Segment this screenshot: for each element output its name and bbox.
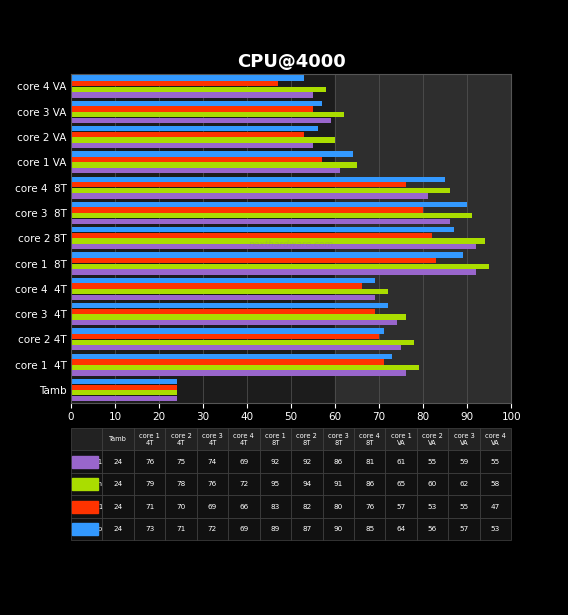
Bar: [72, 456, 98, 468]
Bar: [71, 162, 357, 168]
Bar: [71, 334, 379, 339]
Bar: [71, 320, 396, 325]
Bar: [71, 168, 340, 173]
Bar: [71, 117, 331, 123]
Bar: [71, 284, 361, 288]
Bar: [71, 339, 415, 345]
Bar: [71, 182, 406, 188]
Bar: [71, 219, 450, 224]
Bar: [71, 370, 406, 376]
Bar: [71, 137, 335, 143]
Bar: [335, 74, 511, 403]
Bar: [71, 207, 423, 213]
Bar: [71, 244, 476, 249]
Bar: [71, 213, 471, 218]
Bar: [71, 177, 445, 182]
Bar: [72, 478, 98, 490]
Bar: [71, 303, 388, 308]
Text: nexthardware.com: nexthardware.com: [249, 240, 333, 249]
Bar: [71, 252, 463, 258]
Bar: [71, 132, 304, 137]
Bar: [71, 258, 436, 263]
Bar: [71, 264, 489, 269]
Bar: [71, 278, 375, 283]
Bar: [71, 157, 322, 162]
Bar: [71, 269, 476, 275]
Bar: [71, 309, 375, 314]
Bar: [71, 202, 467, 207]
Bar: [71, 74, 335, 403]
Bar: [71, 328, 383, 333]
Bar: [71, 354, 392, 359]
Bar: [71, 295, 375, 300]
Bar: [71, 92, 313, 98]
Bar: [71, 151, 353, 157]
Bar: [71, 81, 278, 86]
Bar: [71, 239, 485, 244]
Bar: [71, 314, 406, 320]
Bar: [71, 112, 344, 117]
Bar: [71, 193, 428, 199]
Bar: [71, 76, 304, 81]
Bar: [71, 379, 177, 384]
Bar: [71, 365, 419, 370]
Bar: [71, 289, 388, 295]
Bar: [71, 345, 401, 351]
Bar: [71, 227, 454, 232]
Bar: [71, 232, 432, 238]
Bar: [71, 384, 177, 390]
Bar: [71, 106, 313, 111]
Bar: [71, 390, 177, 395]
Bar: [71, 101, 322, 106]
Bar: [71, 87, 327, 92]
Bar: [72, 501, 98, 513]
Title: CPU@4000: CPU@4000: [237, 53, 345, 71]
Bar: [72, 523, 98, 536]
Bar: [71, 359, 383, 365]
Bar: [71, 126, 318, 131]
Bar: [71, 143, 313, 148]
Bar: [71, 396, 177, 401]
Bar: [71, 188, 450, 193]
